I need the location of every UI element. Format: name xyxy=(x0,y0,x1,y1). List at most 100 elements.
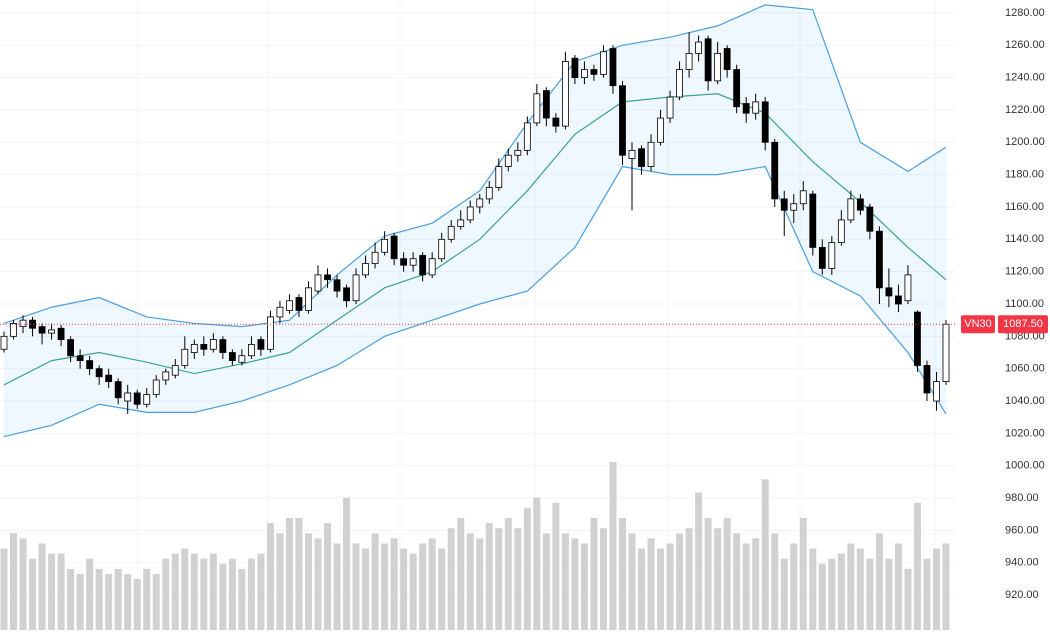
y-tick-label: 980.00 xyxy=(1005,492,1039,504)
volume-bar xyxy=(447,528,455,630)
candle-body xyxy=(390,235,398,260)
volume-bar xyxy=(552,502,560,630)
candle-body xyxy=(695,41,703,54)
volume-bar xyxy=(238,568,246,630)
candle-body xyxy=(105,374,113,383)
candle-body xyxy=(818,247,826,269)
candle-body xyxy=(571,57,579,79)
volume-bar xyxy=(704,518,712,630)
candle-body xyxy=(619,85,626,156)
volume-bar xyxy=(324,523,332,630)
y-tick-label: 1000.00 xyxy=(1005,460,1045,472)
volume-bar xyxy=(105,574,113,630)
volume-bar xyxy=(457,518,465,630)
candle-body xyxy=(866,206,874,232)
candle-body xyxy=(799,190,807,205)
volume-bar xyxy=(752,538,760,630)
candle-body xyxy=(533,93,541,124)
volume-bar xyxy=(428,538,436,630)
volume-bar xyxy=(809,548,817,630)
volume-bar xyxy=(38,543,46,630)
volume-bar xyxy=(856,548,864,630)
candle-body xyxy=(600,51,607,75)
volume-bar xyxy=(561,533,569,630)
volume-bar xyxy=(866,558,874,630)
volume-bar xyxy=(228,558,236,630)
candle-body xyxy=(447,225,455,240)
candle-body xyxy=(286,300,293,311)
y-tick-label: 1080.00 xyxy=(1005,330,1045,342)
volume-bar xyxy=(124,574,132,630)
volume-bar xyxy=(523,507,531,630)
volume-bar xyxy=(495,528,503,630)
candle-body xyxy=(914,311,921,366)
candle-body xyxy=(457,219,465,227)
y-tick-label: 1200.00 xyxy=(1005,136,1045,148)
candle-body xyxy=(181,348,189,366)
candle-body xyxy=(733,69,741,108)
candle-body xyxy=(438,238,446,260)
candle-body xyxy=(514,149,522,156)
candle-body xyxy=(780,198,788,211)
y-tick-label: 1120.00 xyxy=(1005,266,1044,278)
candle-body xyxy=(76,355,84,362)
volume-bar xyxy=(143,568,151,630)
volume-bar xyxy=(381,543,389,630)
volume-bar xyxy=(48,553,56,630)
candle-body xyxy=(228,352,236,362)
candle-body xyxy=(837,219,845,243)
volume-bar xyxy=(666,543,674,630)
volume-bar xyxy=(742,543,750,630)
volume-bar xyxy=(162,558,170,630)
volume-bar xyxy=(181,548,189,630)
candle-body xyxy=(276,306,284,318)
candle-body xyxy=(324,274,331,281)
volume-bar xyxy=(913,502,921,630)
volume-bar xyxy=(504,518,512,630)
candle-body xyxy=(542,90,550,119)
volume-bar xyxy=(285,518,293,630)
candle-body xyxy=(343,287,350,302)
candle-body xyxy=(257,339,265,350)
candle-body xyxy=(67,339,75,357)
volume-bar xyxy=(200,558,208,630)
candle-body xyxy=(761,101,769,143)
volume-bar xyxy=(695,492,703,630)
y-tick-label: 1240.00 xyxy=(1005,72,1045,84)
volume-bar xyxy=(209,553,217,630)
volume-bar xyxy=(362,548,370,630)
candle-body xyxy=(143,394,151,405)
volume-bar xyxy=(352,543,360,630)
candle-body xyxy=(590,69,598,75)
symbol-tag xyxy=(961,315,995,334)
candle-body xyxy=(495,166,503,188)
volume-bar xyxy=(771,533,779,630)
y-tick-label: 1260.00 xyxy=(1005,39,1045,51)
candle-body xyxy=(57,327,65,340)
volume-bar xyxy=(390,538,398,630)
price-label: 1087.50 xyxy=(1003,318,1043,330)
volume-bar xyxy=(609,462,617,630)
volume-bar xyxy=(714,528,722,630)
volume-bar xyxy=(590,518,598,630)
candle-body xyxy=(895,295,902,305)
candle-body xyxy=(552,117,560,127)
volume-bar xyxy=(638,548,646,630)
candle-body xyxy=(162,371,170,381)
candle-body xyxy=(209,339,217,350)
volume-bar xyxy=(942,543,950,630)
volume-bar xyxy=(799,518,807,630)
volume-bar xyxy=(932,548,940,630)
candle-body xyxy=(95,368,103,378)
candle-body xyxy=(190,344,198,353)
volume-bar xyxy=(628,533,636,630)
volume-bar xyxy=(314,538,322,630)
candle-body xyxy=(295,297,303,311)
candle-body xyxy=(305,287,312,311)
volume-bar xyxy=(304,533,312,630)
y-tick-label: 1040.00 xyxy=(1005,395,1045,407)
y-tick-label: 1180.00 xyxy=(1005,169,1044,181)
volume-bar xyxy=(266,523,274,630)
candle-body xyxy=(333,279,341,292)
